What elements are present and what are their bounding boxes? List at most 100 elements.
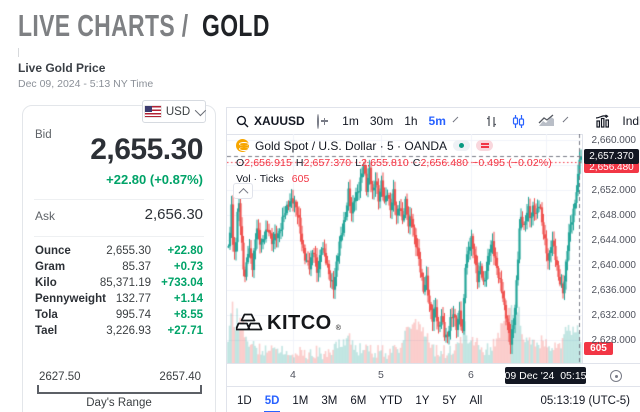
price-chart-canvas[interactable] [227,134,582,363]
time-tick-label: 5 [378,369,384,381]
indicators-button[interactable]: Indicators [622,114,640,128]
interval-30m[interactable]: 30m [369,114,394,128]
interval-1h[interactable]: 1h [404,114,418,128]
unit-row: Tael 3,226.93 +27.71 [23,325,215,341]
bid-change: +22.80 (+0.87%) [106,172,203,187]
ohlc-key: L [355,157,362,169]
unit-value: 132.77 [115,293,151,305]
unit-row: Ounce 2,655.30 +22.80 [23,245,215,261]
interval-5m[interactable]: 5m [428,114,446,128]
ask-value: 2,656.30 [144,206,203,223]
price-tick-label: 2,660.000 [591,135,637,146]
volume-row: Vol · Ticks 605 [236,173,556,185]
ohlc-values: O2,656.915 H2,657.370 L2,655.810 C2,656.480… [236,157,556,169]
unit-value: 85.37 [122,261,151,273]
range-bracket [37,385,202,394]
style-chevron-icon[interactable] [563,116,569,123]
ohlc-key: C [412,157,421,169]
area-chart-icon[interactable] [538,114,555,128]
range-toolbar: 1D 5D 1M 3M 6M YTD 1Y 5Y All 05:13:19 (UTC-5) [227,386,640,412]
price-tick-label: 2,648.000 [591,210,637,221]
price-tick-label: 2,644.000 [591,235,637,246]
search-icon[interactable] [236,115,249,128]
price-axis[interactable]: 2,656.480 2,657.370 605 2,660.000 2,652.0… [582,134,640,363]
unit-change: +27.71 [167,325,204,337]
ohlc-value: 2,657.370 [303,157,352,169]
crosshair-time-badge: 09 Dec '24 05:15 [505,367,587,384]
legend-collapse-button[interactable] [233,183,253,199]
registered-mark: ® [335,325,341,332]
symbol-search-button[interactable]: XAUUSD [254,114,305,128]
unit-row: Tola 995.74 +8.55 [23,309,215,325]
interval-group: 1m 30m 1h 5m [337,114,452,128]
session-clock[interactable]: 05:13:19 (UTC-5) [540,394,630,407]
gold-bars-icon [236,313,263,332]
unit-label: Kilo [35,277,57,289]
price-tick-label: 2,640.000 [591,260,637,271]
interval-1m[interactable]: 1m [342,114,359,128]
range-6M[interactable]: 6M [350,394,367,407]
unit-change: +0.73 [173,261,203,273]
divider-tick [18,48,19,57]
crosshair-price-badge: 2,657.370 [584,149,639,164]
unit-label: Pennyweight [35,293,106,305]
range-YTD[interactable]: YTD [379,394,403,407]
compare-add-icon[interactable] [316,113,328,129]
time-axis[interactable]: 09 Dec '24 05:15 4 5 6 [227,363,640,387]
currency-selector[interactable]: USD [142,100,207,123]
range-5Y[interactable]: 5Y [442,394,457,407]
bid-label: Bid [35,129,52,141]
bid-value: 2,655.30 [90,133,203,166]
unit-row: Kilo 85,371.19 +733.04 [23,277,215,293]
range-1Y[interactable]: 1Y [415,394,430,407]
breadcrumb-current: GOLD [202,8,270,43]
time-tick-label: 4 [290,369,296,381]
unit-value: 995.74 [115,309,151,321]
volume-value: 605 [291,173,310,185]
data-feed-pill[interactable] [476,140,494,151]
range-5D[interactable]: 5D [263,394,281,412]
currency-value: USD [165,105,191,118]
gold-coin-icon [236,139,249,152]
timezone-clock-icon[interactable] [610,370,622,382]
unit-label: Ounce [35,245,71,257]
price-tick-label: 2,636.000 [591,285,637,296]
divider [34,236,204,237]
ohlc-value: 2,656.480 [420,157,469,169]
market-open-dot-icon [459,143,465,148]
breadcrumb: LIVE CHARTS / [18,8,189,43]
hilo-bars-icon[interactable] [484,114,499,129]
range-All[interactable]: All [469,394,483,407]
ohlc-value: 2,656.915 [244,157,292,169]
market-status-pill [453,140,471,151]
chevron-down-icon [194,104,207,116]
legend-title[interactable]: Gold Spot / U.S. Dollar · 5 · OANDA [255,138,448,153]
unit-change: +8.55 [173,309,203,321]
chart-toolbar: XAUUSD 1m 30m 1h 5m Indicators [227,108,640,135]
range-1M[interactable]: 1M [292,394,309,407]
ohlc-key: O [236,157,245,169]
chart-widget: XAUUSD 1m 30m 1h 5m Indicators [226,107,640,412]
interval-chevron-icon[interactable] [453,116,459,123]
unit-label: Tola [35,309,58,321]
price-tick-label: 2,628.000 [591,335,637,346]
range-3M[interactable]: 3M [321,394,338,407]
range-group: 1D 5D 1M 3M 6M YTD 1Y 5Y All [237,394,495,412]
range-1D[interactable]: 1D [237,394,252,407]
us-flag-icon [144,106,161,117]
unit-value: 2,655.30 [106,245,151,257]
candles-style-icon[interactable] [511,114,526,129]
unit-value: 85,371.19 [99,277,151,289]
page-title: LIVE CHARTS / GOLD [18,8,270,44]
volume-badge: 605 [584,342,613,355]
range-label: Day's Range [86,397,152,409]
indicators-icon[interactable] [594,114,611,128]
time-tick-label: 6 [468,369,474,381]
unit-label: Gram [35,261,66,273]
unit-label: Tael [35,325,58,337]
unit-row: Pennyweight 132.77 +1.14 [23,293,215,309]
unit-row: Gram 85.37 +0.73 [23,261,215,277]
chart-pane[interactable]: KITCO ® [227,134,582,363]
panel-title: Live Gold Price [18,61,106,75]
